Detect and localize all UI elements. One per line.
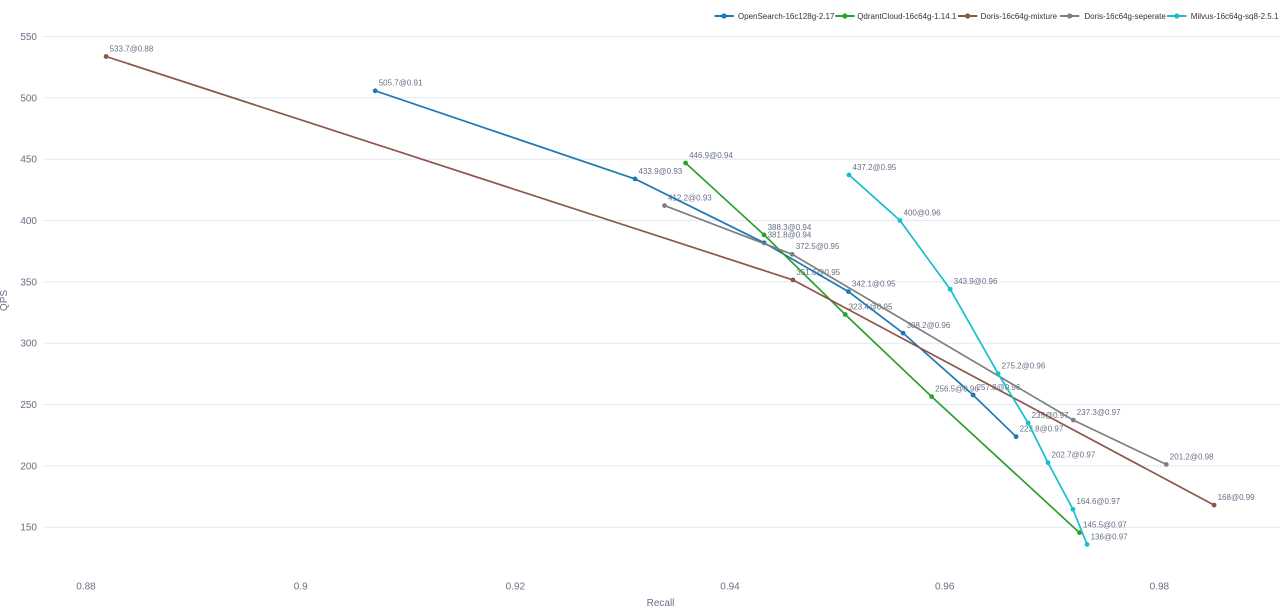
svg-text:300: 300 bbox=[20, 339, 37, 350]
svg-text:Doris-16c64g-mixture: Doris-16c64g-mixture bbox=[981, 12, 1058, 21]
svg-text:308.2@0.96: 308.2@0.96 bbox=[907, 321, 951, 330]
svg-text:450: 450 bbox=[20, 155, 37, 166]
svg-text:0.88: 0.88 bbox=[76, 582, 96, 593]
svg-text:0.9: 0.9 bbox=[294, 582, 308, 593]
svg-text:250: 250 bbox=[20, 400, 37, 411]
svg-text:381.8@0.94: 381.8@0.94 bbox=[768, 231, 812, 240]
svg-text:351.6@0.95: 351.6@0.95 bbox=[796, 268, 840, 277]
svg-text:164.6@0.97: 164.6@0.97 bbox=[1076, 497, 1120, 506]
svg-text:275.2@0.96: 275.2@0.96 bbox=[1002, 362, 1046, 371]
svg-text:145.5@0.97: 145.5@0.97 bbox=[1083, 521, 1127, 530]
svg-text:446.9@0.94: 446.9@0.94 bbox=[689, 151, 733, 160]
svg-text:372.5@0.95: 372.5@0.95 bbox=[796, 242, 840, 251]
svg-text:342.1@0.95: 342.1@0.95 bbox=[852, 280, 896, 289]
svg-text:237.3@0.97: 237.3@0.97 bbox=[1077, 408, 1121, 417]
svg-text:550: 550 bbox=[20, 32, 37, 43]
svg-text:388.3@0.94: 388.3@0.94 bbox=[768, 223, 812, 232]
svg-text:400@0.96: 400@0.96 bbox=[904, 208, 942, 217]
svg-text:400: 400 bbox=[20, 216, 37, 227]
svg-text:223.8@0.97: 223.8@0.97 bbox=[1020, 425, 1064, 434]
svg-text:Milvus-16c64g-sq8-2.5.1: Milvus-16c64g-sq8-2.5.1 bbox=[1191, 12, 1279, 21]
svg-text:150: 150 bbox=[20, 523, 37, 534]
svg-text:257.8@0.96: 257.8@0.96 bbox=[977, 383, 1021, 392]
svg-text:256.5@0.96: 256.5@0.96 bbox=[935, 385, 979, 394]
svg-text:412.2@0.93: 412.2@0.93 bbox=[668, 194, 712, 203]
svg-text:350: 350 bbox=[20, 277, 37, 288]
svg-text:OpenSearch-16c128g-2.17: OpenSearch-16c128g-2.17 bbox=[738, 12, 835, 21]
svg-text:QdrantCloud-16c64g-1.14.1: QdrantCloud-16c64g-1.14.1 bbox=[857, 12, 957, 21]
svg-text:505.7@0.91: 505.7@0.91 bbox=[379, 79, 423, 88]
svg-text:500: 500 bbox=[20, 93, 37, 104]
svg-text:168@0.99: 168@0.99 bbox=[1218, 493, 1256, 502]
svg-text:200: 200 bbox=[20, 461, 37, 472]
svg-text:136@0.97: 136@0.97 bbox=[1091, 532, 1129, 541]
svg-text:0.96: 0.96 bbox=[935, 582, 955, 593]
svg-text:235@0.97: 235@0.97 bbox=[1032, 411, 1070, 420]
svg-text:202.7@0.97: 202.7@0.97 bbox=[1052, 451, 1096, 460]
svg-text:343.9@0.96: 343.9@0.96 bbox=[954, 277, 998, 286]
svg-text:0.98: 0.98 bbox=[1150, 582, 1170, 593]
svg-text:437.2@0.95: 437.2@0.95 bbox=[853, 163, 897, 172]
svg-text:323.4@0.95: 323.4@0.95 bbox=[849, 302, 893, 311]
svg-text:533.7@0.88: 533.7@0.88 bbox=[110, 44, 154, 53]
svg-text:Doris-16c64g-seperate: Doris-16c64g-seperate bbox=[1084, 12, 1166, 21]
svg-text:201.2@0.98: 201.2@0.98 bbox=[1170, 452, 1214, 461]
svg-text:Recall: Recall bbox=[647, 598, 675, 609]
svg-text:433.9@0.93: 433.9@0.93 bbox=[639, 167, 683, 176]
svg-text:0.92: 0.92 bbox=[506, 582, 526, 593]
svg-text:QPS: QPS bbox=[0, 290, 10, 311]
svg-text:0.94: 0.94 bbox=[720, 582, 740, 593]
